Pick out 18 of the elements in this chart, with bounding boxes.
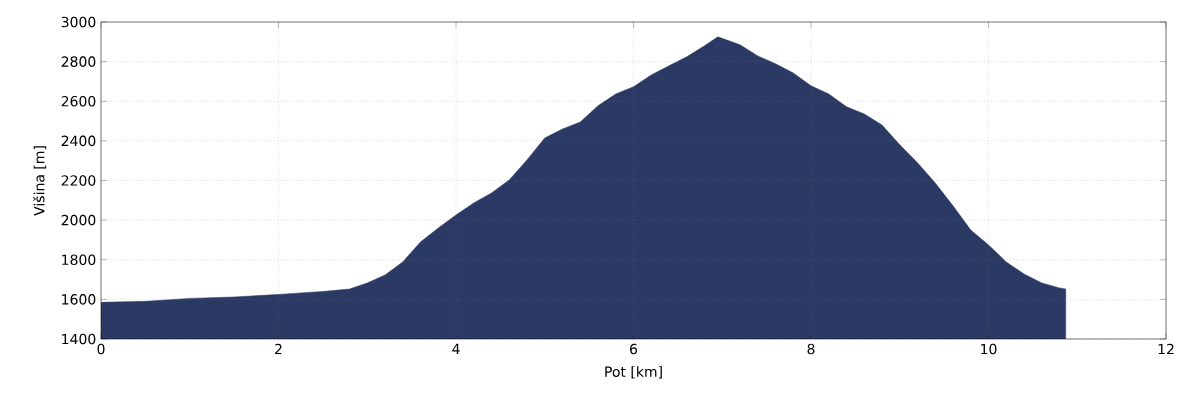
y-tick-label: 1600: [62, 294, 96, 305]
y-tick-label: 3000: [61, 16, 96, 28]
x-tick-label: 4: [452, 343, 460, 354]
x-axis-title: Pot [km]: [605, 366, 662, 379]
x-tick-label: 12: [1158, 343, 1174, 355]
y-tick-label: 2600: [61, 95, 96, 107]
y-tick-label: 2200: [61, 175, 96, 186]
x-tick-label: 6: [630, 343, 638, 355]
x-tick-label: 8: [807, 343, 815, 355]
y-tick-label: 1400: [62, 333, 96, 345]
y-axis-title: Višina [m]: [33, 146, 47, 216]
x-tick-label: 10: [981, 343, 997, 355]
y-tick-label: 2800: [61, 56, 96, 67]
y-tick-label: 1800: [62, 254, 96, 266]
x-tick-label: 0: [97, 343, 105, 355]
x-tick-label: 2: [275, 343, 282, 355]
y-tick-label: 2400: [61, 135, 96, 147]
y-tick-label: 2000: [61, 214, 96, 226]
